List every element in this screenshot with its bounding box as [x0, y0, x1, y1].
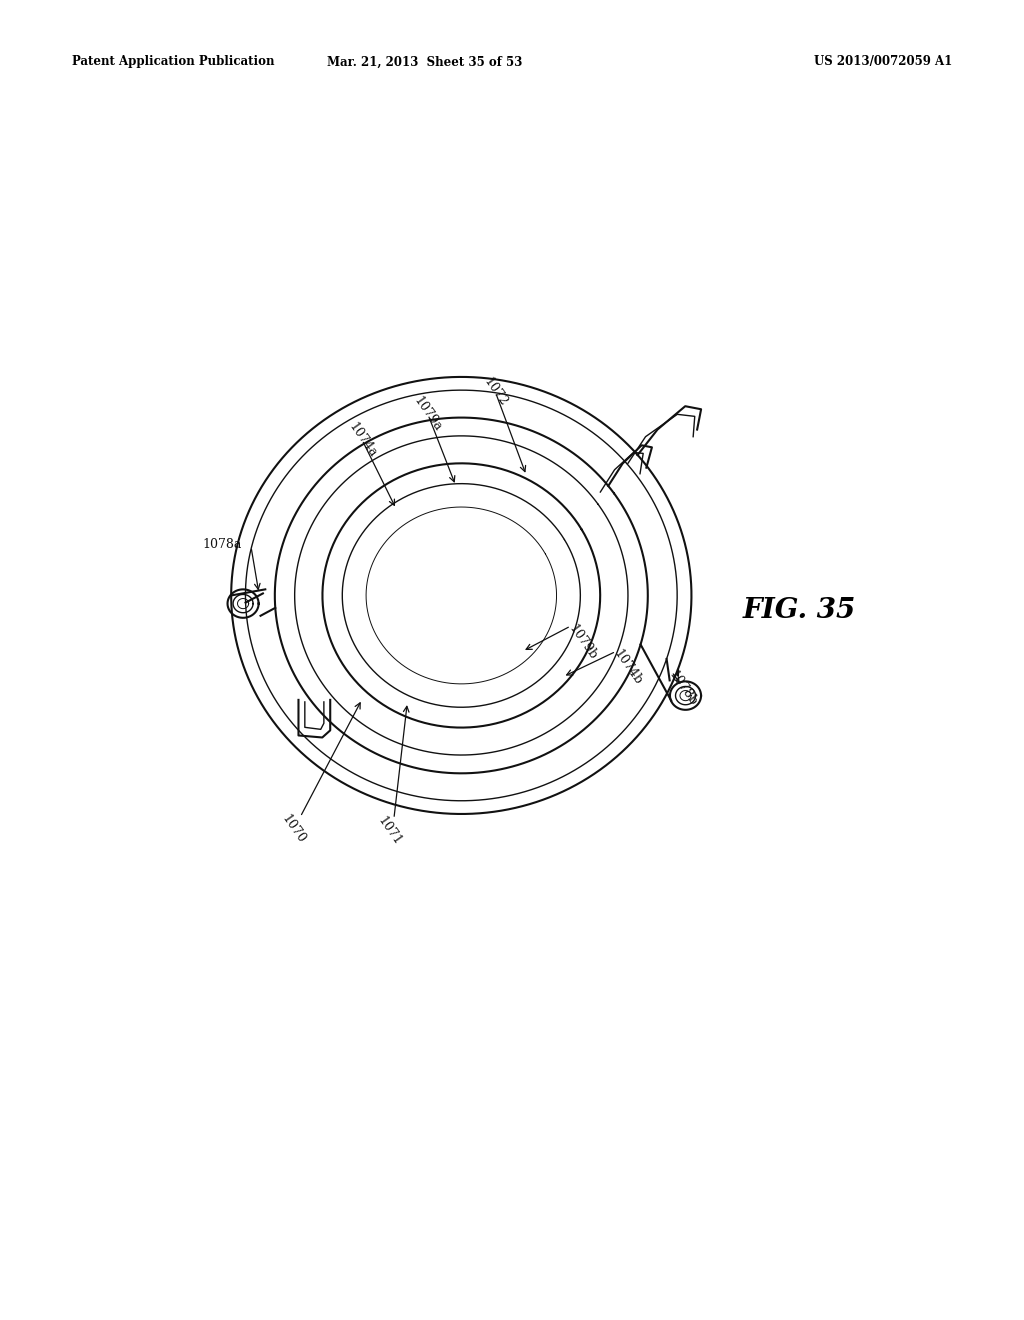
- Text: 1078b: 1078b: [667, 668, 699, 708]
- Text: 1074a: 1074a: [345, 420, 379, 459]
- Text: 1079a: 1079a: [412, 395, 444, 434]
- Text: 1072: 1072: [481, 375, 510, 409]
- Text: 1074b: 1074b: [610, 648, 644, 688]
- Text: Mar. 21, 2013  Sheet 35 of 53: Mar. 21, 2013 Sheet 35 of 53: [328, 55, 522, 69]
- Text: 1079b: 1079b: [565, 622, 599, 663]
- Text: 1070: 1070: [279, 812, 307, 846]
- Text: FIG. 35: FIG. 35: [743, 597, 856, 624]
- Text: 1078a: 1078a: [202, 539, 242, 552]
- Text: US 2013/0072059 A1: US 2013/0072059 A1: [814, 55, 952, 69]
- Text: Patent Application Publication: Patent Application Publication: [72, 55, 274, 69]
- Text: 1071: 1071: [376, 814, 404, 847]
